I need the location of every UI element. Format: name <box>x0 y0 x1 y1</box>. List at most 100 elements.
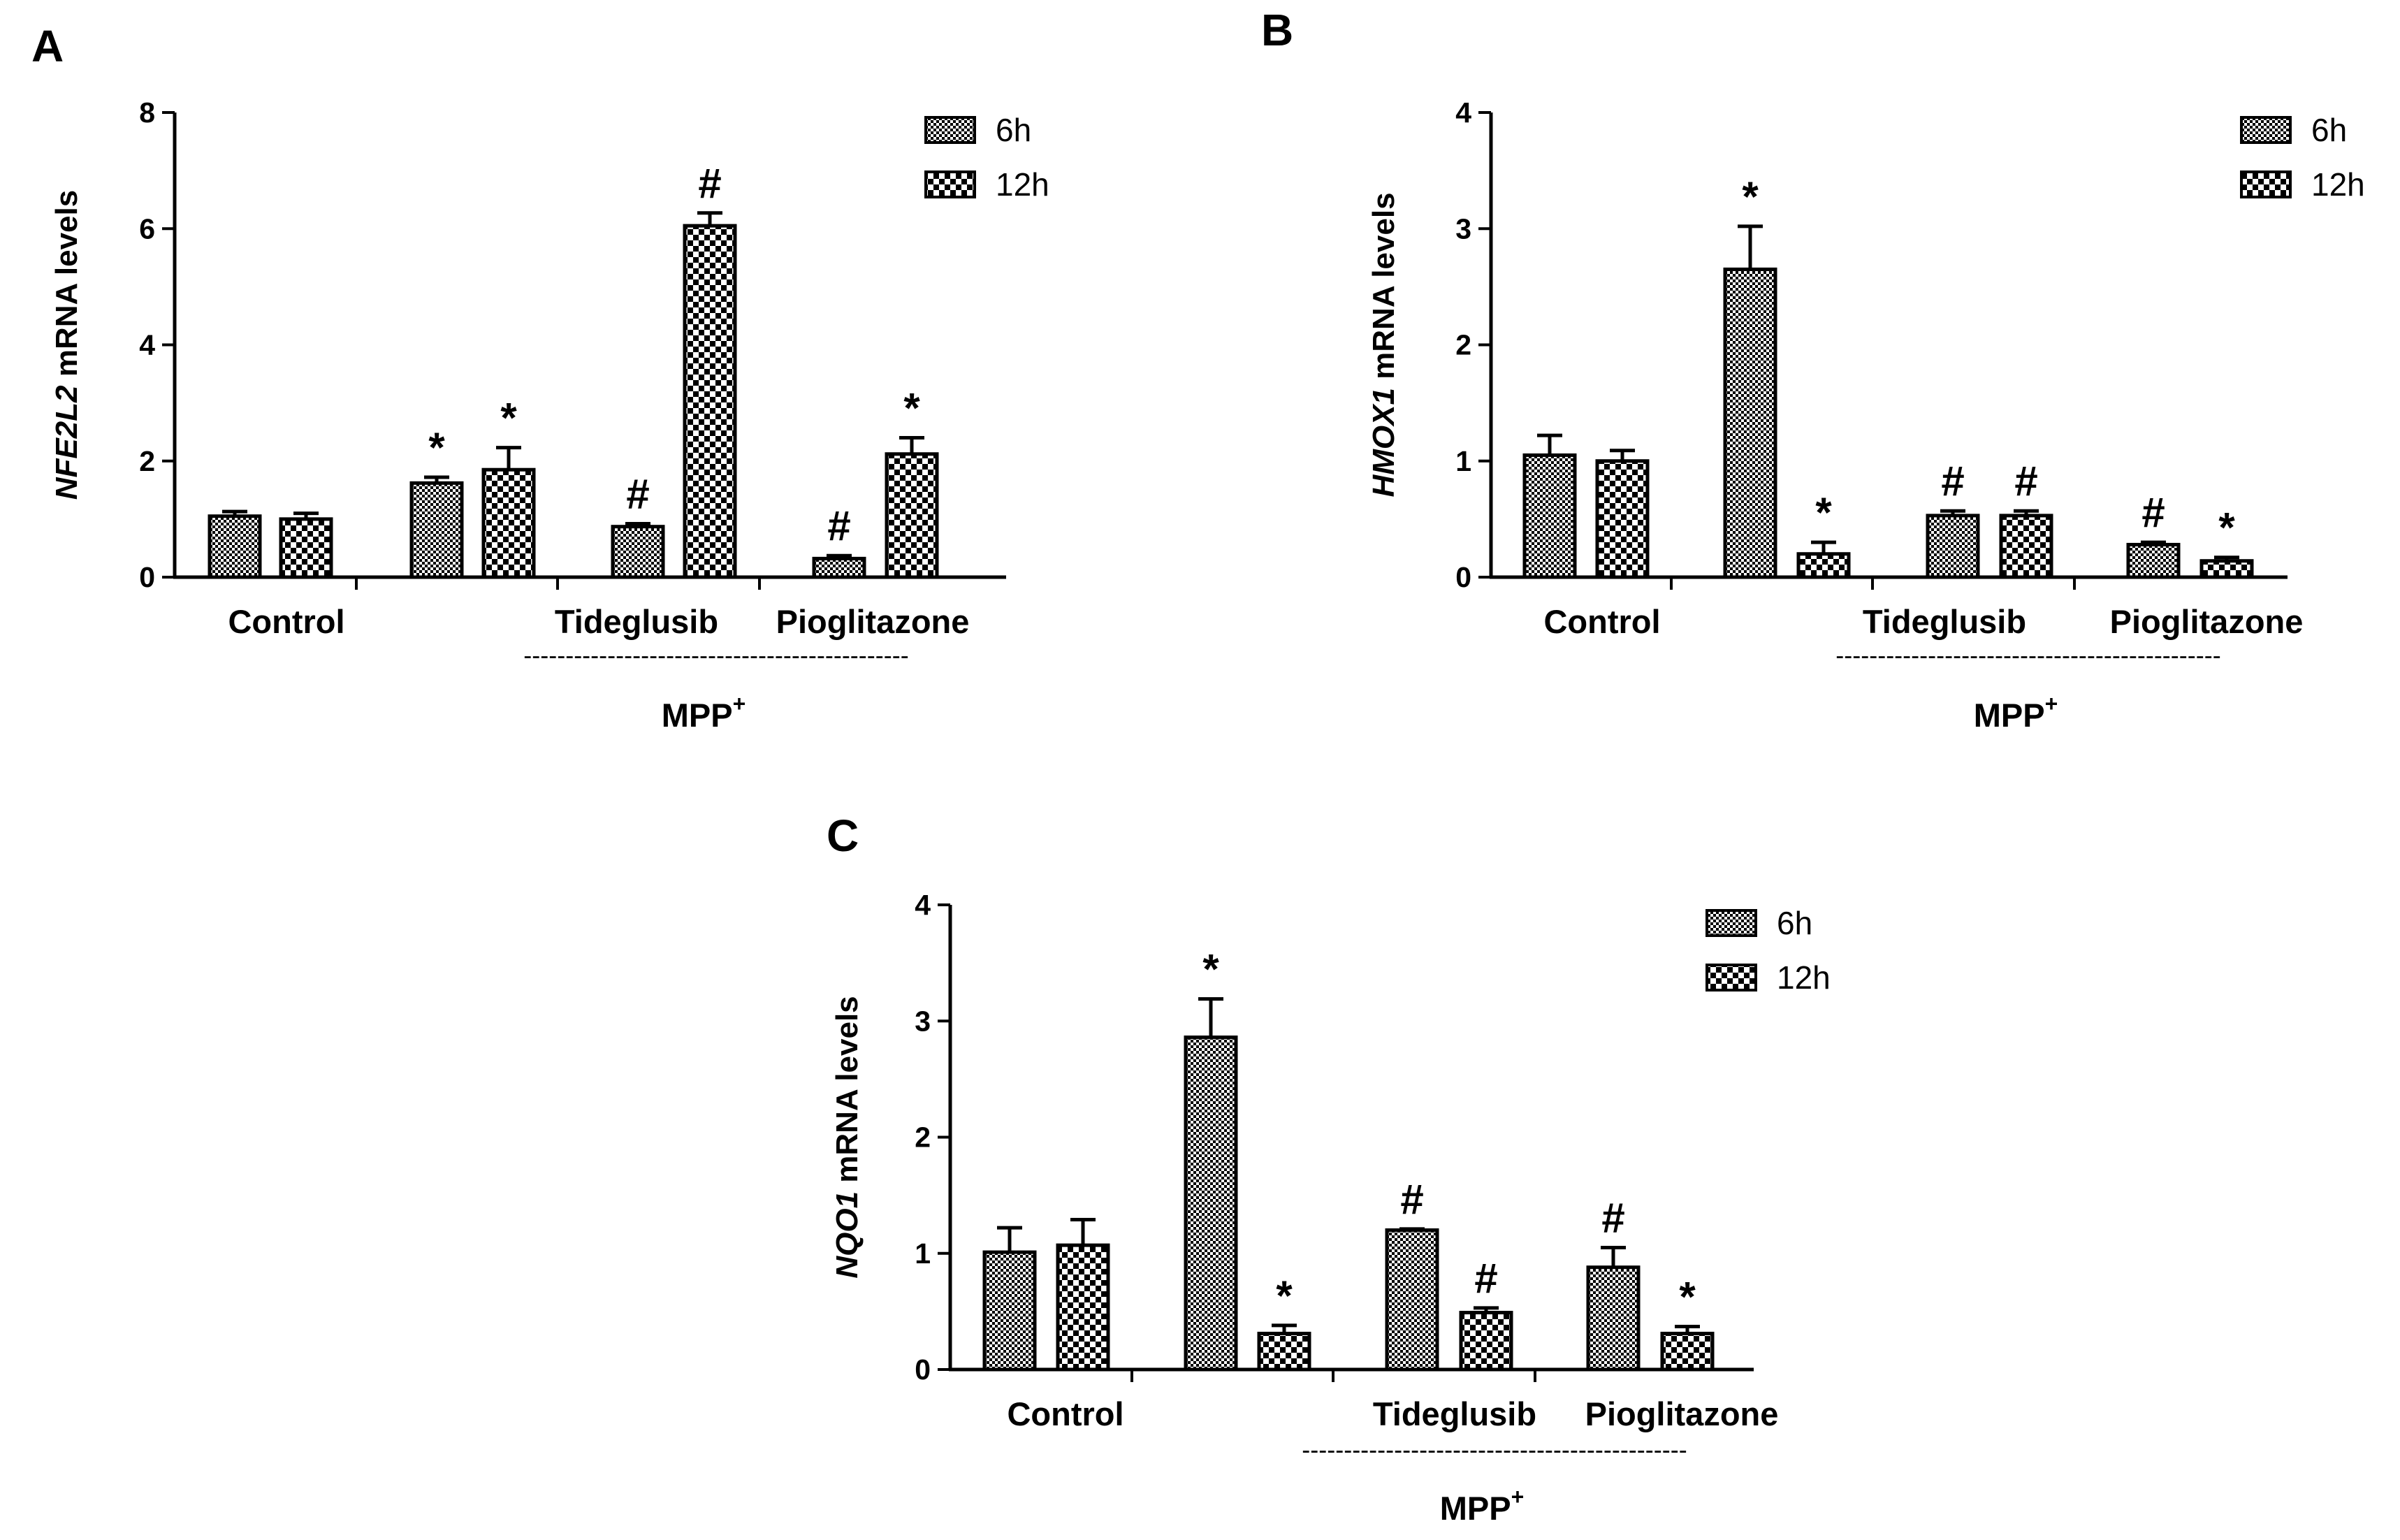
y-tick-label: 6 <box>139 212 155 245</box>
legend-swatch-6h <box>2240 116 2292 144</box>
bar-12h-group-2 <box>1257 1331 1311 1372</box>
legend-swatch-6h <box>1706 909 1757 937</box>
bar-6h-group-4 <box>812 556 866 579</box>
mpp-group-label: MPP+ <box>1440 1484 1525 1527</box>
y-tick-label: 4 <box>139 329 155 361</box>
bar-6h-group-1 <box>208 514 262 579</box>
significance-mark: # <box>1400 1176 1423 1223</box>
mpp-superscript: + <box>733 691 746 716</box>
mpp-superscript: + <box>1511 1484 1525 1509</box>
y-tick-label: 2 <box>1455 329 1471 361</box>
significance-mark: * <box>1742 173 1759 220</box>
chart-panel-b: B 0 1 2 3 4 HMOX1 mRNA levels * # # * # * Control Tide… <box>1261 5 2365 734</box>
y-axis-label-gene: NFE2L2 <box>50 385 84 500</box>
mpp-text: MPP <box>1440 1490 1511 1527</box>
y-tick-label: 4 <box>915 889 931 921</box>
legend-label: 12h <box>2311 166 2365 203</box>
y-tick-label: 1 <box>915 1237 931 1270</box>
mpp-superscript: + <box>2045 691 2058 716</box>
bar-12h-group-3 <box>1999 514 2053 579</box>
y-tick-label: 1 <box>1455 445 1471 477</box>
significance-mark: # <box>626 471 649 518</box>
significance-mark: * <box>500 395 517 442</box>
bar-6h-group-2 <box>409 481 464 579</box>
legend-swatch-12h <box>2240 170 2292 198</box>
x-category-label: Tideglusib <box>1863 603 2026 640</box>
panel-label: C <box>827 811 859 861</box>
bar-6h-group-3 <box>1926 514 1980 579</box>
bar-6h-group-3 <box>1385 1228 1439 1372</box>
bar-12h-group-4 <box>1660 1331 1715 1372</box>
significance-mark: * <box>903 385 920 432</box>
significance-mark: # <box>1474 1255 1497 1302</box>
mpp-bracket-dashes: ----------------------------------------… <box>523 641 908 669</box>
mpp-bracket-dashes: ----------------------------------------… <box>1302 1435 1687 1464</box>
significance-mark: # <box>1941 458 1964 504</box>
bar-6h-group-4 <box>2126 542 2181 579</box>
significance-mark: * <box>1679 1273 1696 1320</box>
significance-mark: # <box>1601 1194 1624 1241</box>
y-axis-label-gene: HMOX1 <box>1367 388 1401 497</box>
y-axis-label-units: mRNA levels <box>830 996 864 1191</box>
x-category-label: Pioglitazone <box>2110 603 2304 640</box>
mpp-bracket-dashes: ----------------------------------------… <box>1835 641 2220 669</box>
bar-12h-group-4 <box>885 452 939 579</box>
y-tick-label: 3 <box>915 1005 931 1037</box>
bar-6h-group-1 <box>1522 453 1577 579</box>
significance-mark: * <box>2218 504 2235 551</box>
legend-label: 12h <box>1777 959 1831 996</box>
significance-mark: # <box>2141 489 2165 536</box>
legend-swatch-6h <box>924 116 976 144</box>
legend-swatch-12h <box>1706 964 1757 991</box>
legend-label: 6h <box>2311 112 2347 148</box>
y-axis-label: HMOX1 mRNA levels <box>1367 192 1401 497</box>
y-tick-label: 3 <box>1455 212 1471 245</box>
y-tick-label: 2 <box>915 1121 931 1154</box>
y-tick-label: 2 <box>139 445 155 477</box>
mpp-text: MPP <box>662 697 733 734</box>
legend-label: 6h <box>1777 905 1812 941</box>
bar-12h-group-3 <box>683 224 737 579</box>
significance-mark: # <box>827 502 850 549</box>
mpp-text: MPP <box>1974 697 2045 734</box>
y-axis-label: NFE2L2 mRNA levels <box>50 190 84 500</box>
significance-mark: # <box>698 160 721 207</box>
mpp-group-label: MPP+ <box>662 691 746 734</box>
chart-panel-c: C 0 1 2 3 4 NQO1 mRNA levels * # # * # * Control Tideg… <box>827 811 1831 1527</box>
y-tick-label: 8 <box>139 96 155 129</box>
x-category-label: Tideglusib <box>555 603 718 640</box>
significance-mark: * <box>1276 1272 1293 1319</box>
y-tick-label: 0 <box>915 1353 931 1386</box>
bar-6h-group-4 <box>1586 1265 1641 1372</box>
legend-label: 6h <box>996 112 1031 148</box>
x-category-label: Pioglitazone <box>1585 1395 1779 1432</box>
y-tick-label: 0 <box>1455 561 1471 593</box>
bar-6h-group-2 <box>1184 1036 1238 1372</box>
bar-12h-group-1 <box>1056 1243 1110 1372</box>
significance-mark: * <box>1202 946 1219 993</box>
significance-mark: * <box>428 424 445 471</box>
bar-12h-group-1 <box>279 517 333 579</box>
significance-mark: * <box>1815 489 1832 536</box>
x-category-label: Control <box>228 603 344 640</box>
y-tick-label: 0 <box>139 561 155 593</box>
bar-12h-group-3 <box>1459 1311 1513 1372</box>
bar-12h-group-2 <box>481 467 536 579</box>
significance-mark: # <box>2014 458 2037 504</box>
panel-label: B <box>1261 5 1293 55</box>
bar-12h-group-2 <box>1796 552 1851 579</box>
panel-label: A <box>31 21 64 71</box>
bar-12h-group-4 <box>2199 559 2254 579</box>
x-category-label: Pioglitazone <box>776 603 970 640</box>
bar-6h-group-2 <box>1723 267 1777 579</box>
legend-label: 12h <box>996 166 1049 203</box>
x-category-label: Control <box>1007 1395 1123 1432</box>
y-tick-label: 4 <box>1455 96 1471 129</box>
legend-swatch-12h <box>924 170 976 198</box>
bar-6h-group-1 <box>982 1250 1037 1372</box>
x-category-label: Control <box>1543 603 1660 640</box>
y-axis-label-units: mRNA levels <box>50 190 84 386</box>
bar-6h-group-3 <box>611 525 665 579</box>
y-axis-label-units: mRNA levels <box>1367 192 1401 388</box>
